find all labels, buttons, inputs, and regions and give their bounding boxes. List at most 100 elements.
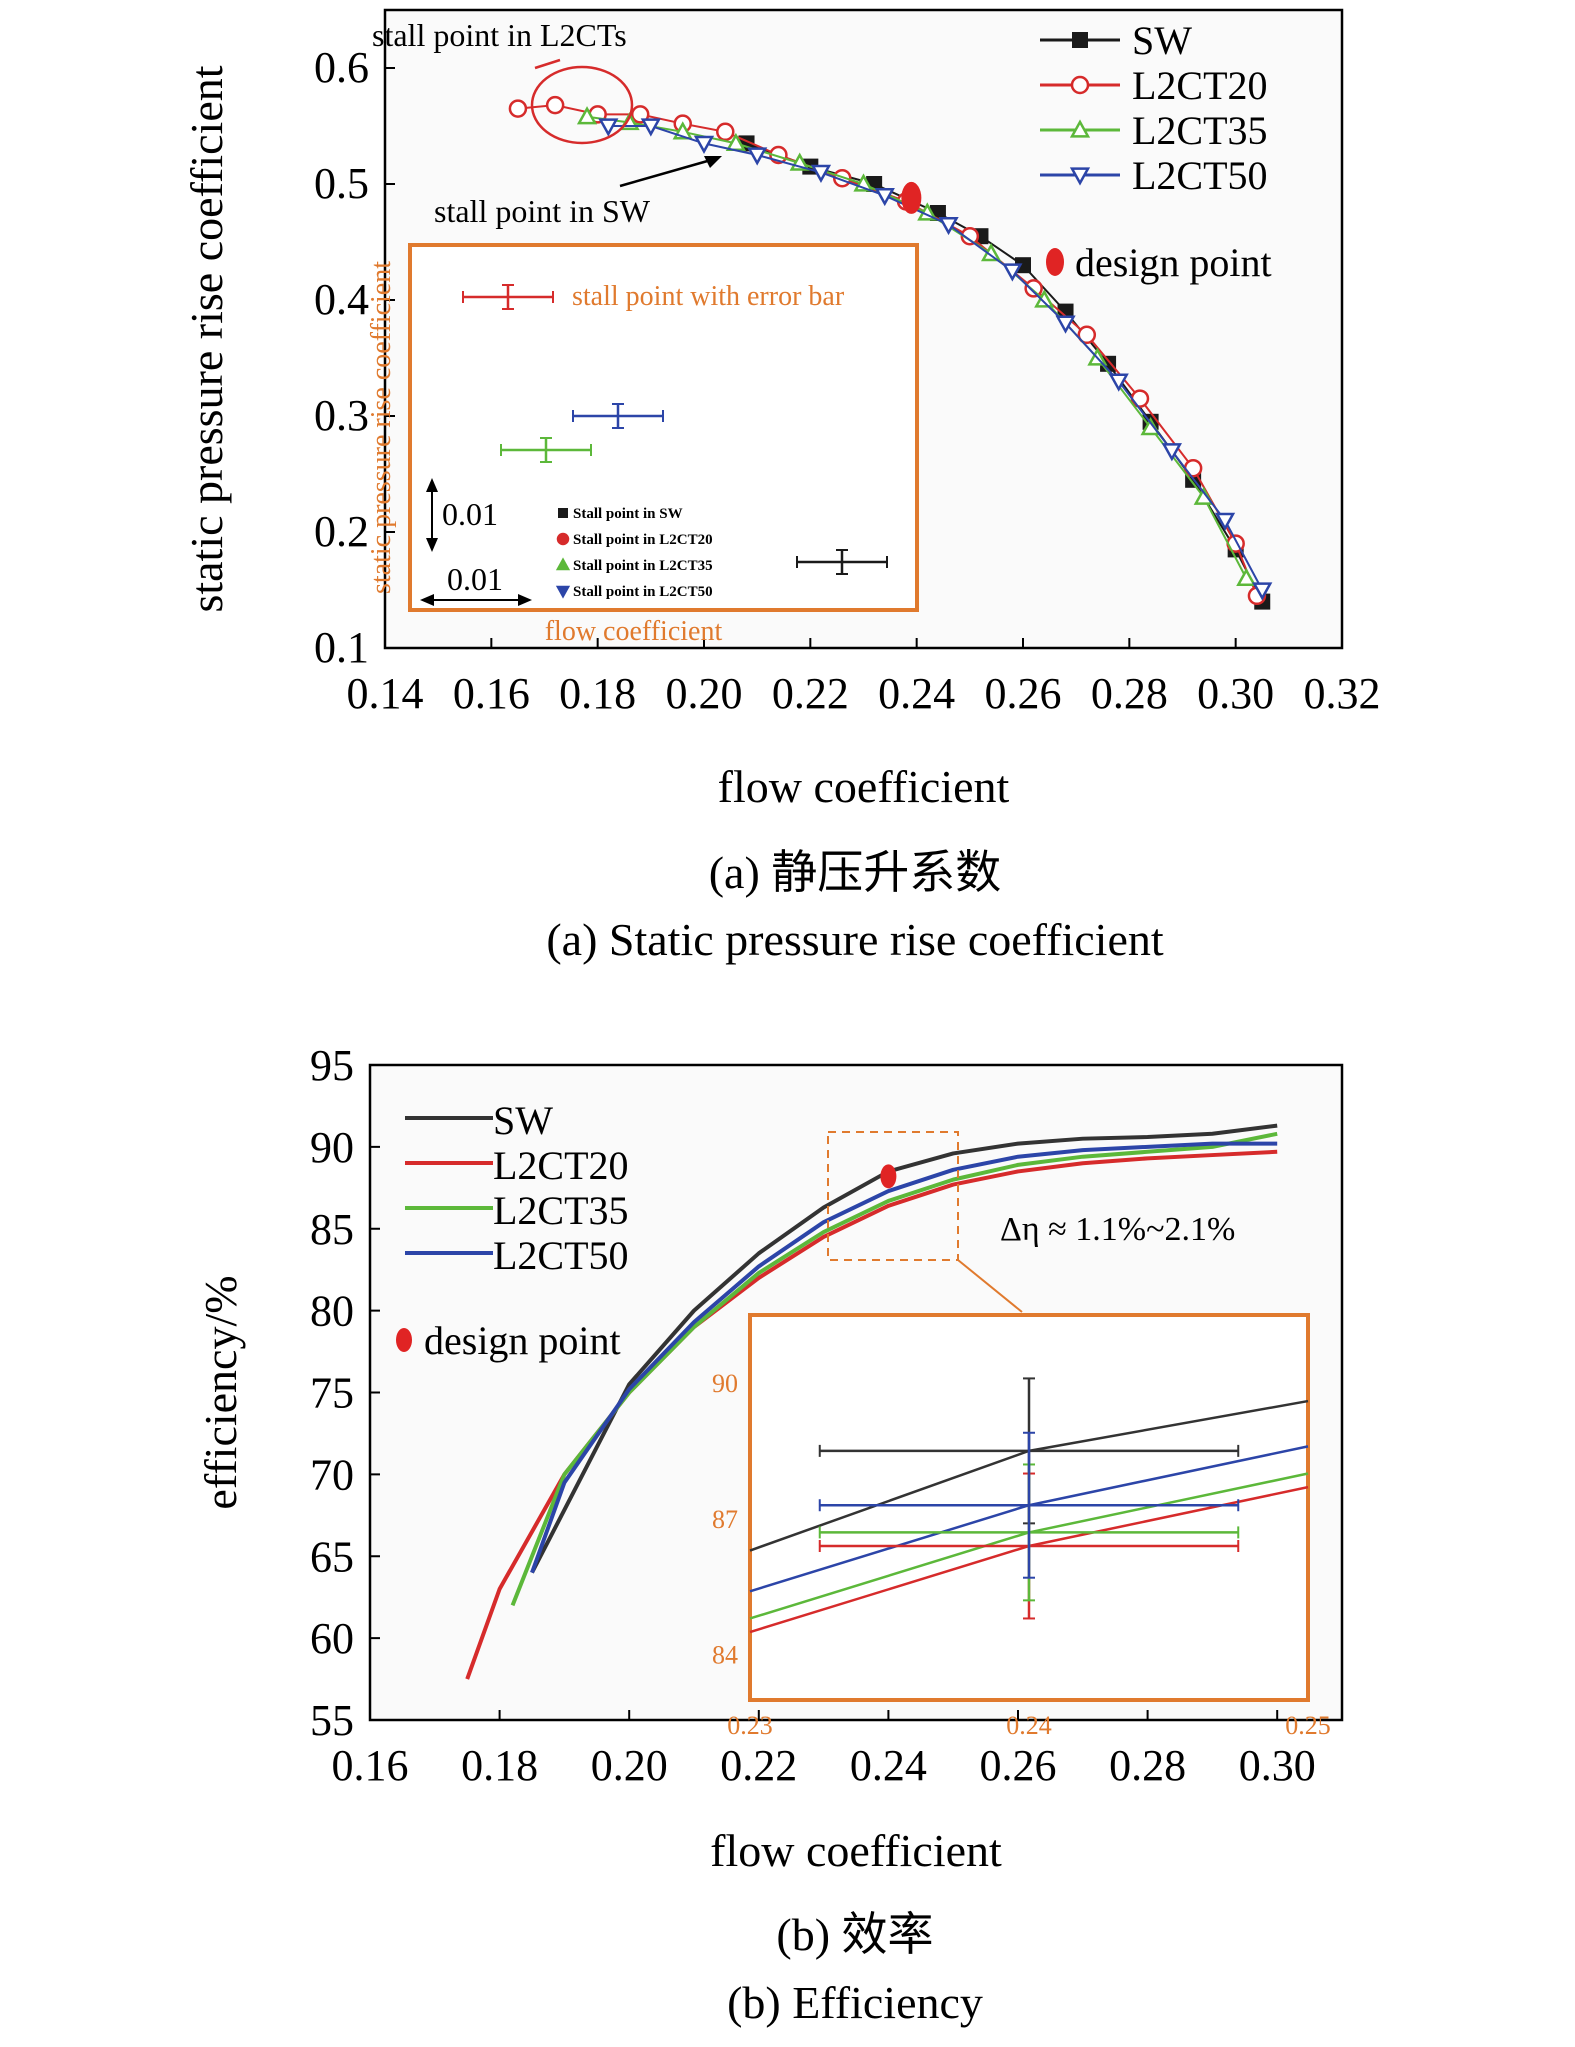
x-tick-label: 0.28 <box>1091 669 1168 718</box>
data-point <box>1161 443 1182 462</box>
legend-design-point-marker <box>1046 248 1064 276</box>
legend-label-L2CT35: L2CT35 <box>493 1188 629 1233</box>
inset-legend-label: Stall point in L2CT20 <box>573 532 713 548</box>
inset-errorbar-L2CT50 <box>818 1431 1240 1579</box>
y-tick-label: 0.2 <box>314 507 369 556</box>
stall-l2ct-label: stall point in L2CTs <box>372 17 627 53</box>
zoom-leader <box>957 1259 1023 1313</box>
y-axis-title: efficiency/% <box>195 1275 246 1509</box>
inset-x-tick-label: 0.25 <box>1285 1711 1331 1740</box>
stall-sw-arrowhead <box>704 156 722 168</box>
legend-marker-L2CT35 <box>1069 119 1091 138</box>
inset-y-tick-label: 87 <box>712 1505 738 1534</box>
inset-legend-marker <box>555 585 571 599</box>
data-point <box>545 95 565 115</box>
inset-legend-label: Stall point in L2CT50 <box>573 584 713 600</box>
inset-x-title: flow coefficient <box>545 616 723 647</box>
scale-x-label: 0.01 <box>447 561 503 597</box>
y-tick-label: 55 <box>310 1696 354 1745</box>
data-point <box>1108 373 1129 392</box>
y-tick-label: 0.3 <box>314 391 369 440</box>
data-point <box>1130 389 1150 408</box>
x-tick-label: 0.14 <box>347 669 424 718</box>
caption-en-a: (a) Static pressure rise coefficient <box>546 914 1164 965</box>
inset-legend-marker <box>558 508 568 518</box>
scale-x-arrowhead-left <box>420 594 434 606</box>
data-point <box>576 106 598 125</box>
y-tick-label: 0.1 <box>314 623 369 672</box>
inset-y-title: static pressure rise coefficient <box>366 261 397 594</box>
inset-stall-L2CT20 <box>462 284 554 310</box>
inset-stall-L2CT35 <box>500 437 592 463</box>
legend-label-L2CT20: L2CT20 <box>493 1143 629 1188</box>
chart-a: 0.14 0.16 0.18 0.20 0.22 0.24 0.26 0.28 0.30 0.32… <box>181 8 1381 965</box>
x-tick-label: 0.28 <box>1109 1741 1186 1790</box>
x-tick-label: 0.18 <box>461 1741 538 1790</box>
series-line-L2CT50 <box>530 1141 1278 1574</box>
zoom-box <box>827 1131 959 1261</box>
scale-y-arrowhead-down <box>426 538 438 552</box>
data-point <box>747 147 768 166</box>
y-tick-label: 75 <box>310 1369 354 1418</box>
x-tick-label: 0.26 <box>985 669 1062 718</box>
caption-cn-b: (b) 效率 <box>776 1909 933 1960</box>
y-tick-label: 60 <box>310 1614 354 1663</box>
data-point <box>960 226 980 246</box>
caption-cn-a: (a) 静压升系数 <box>709 847 1002 898</box>
y-tick-label: 0.4 <box>314 275 369 324</box>
data-point <box>1002 263 1023 282</box>
caption-en-b: (b) Efficiency <box>727 1977 983 2028</box>
legend-label-L2CT20: L2CT20 <box>1132 63 1268 108</box>
x-tick-label: 0.22 <box>720 1741 797 1790</box>
data-point <box>693 135 715 154</box>
data-point <box>1024 279 1043 298</box>
y-tick-label: 90 <box>310 1123 354 1172</box>
y-tick-label: 0.6 <box>314 43 369 92</box>
inset-stall-SW <box>796 549 888 575</box>
legend-marker-L2CT20 <box>1070 75 1090 95</box>
x-tick-label: 0.16 <box>332 1741 409 1790</box>
legend-label-L2CT35: L2CT35 <box>1132 108 1268 153</box>
series-line-SW <box>530 1123 1278 1574</box>
scale-y-arrowhead-up <box>426 478 438 492</box>
x-tick-label: 0.30 <box>1239 1741 1316 1790</box>
inset-title: stall point with error bar <box>572 281 845 312</box>
inset-frame-a <box>408 243 919 612</box>
data-point <box>1183 458 1203 478</box>
data-point <box>1214 512 1236 531</box>
data-point <box>1077 325 1097 345</box>
legend-label-L2CT50: L2CT50 <box>1132 153 1268 198</box>
design-point-marker <box>880 1164 897 1189</box>
data-point <box>810 164 832 183</box>
x-tick-label: 0.32 <box>1304 669 1381 718</box>
stall-l2ct-leader <box>534 58 561 70</box>
x-tick-label: 0.16 <box>453 669 530 718</box>
y-tick-label: 65 <box>310 1532 354 1581</box>
legend-design-point-label: design point <box>424 1318 621 1363</box>
y-tick-label: 70 <box>310 1450 354 1499</box>
inset-legend-label: Stall point in SW <box>573 506 683 522</box>
y-tick-label: 95 <box>310 1041 354 1090</box>
x-tick-label: 0.24 <box>878 669 955 718</box>
inset-y-tick-label: 90 <box>712 1369 738 1398</box>
x-tick-label: 0.20 <box>591 1741 668 1790</box>
data-point <box>1055 315 1076 334</box>
x-axis-title: flow coefficient <box>710 1825 1002 1876</box>
stall-sw-arrow <box>619 156 719 188</box>
series-L2CT20 <box>508 95 1267 606</box>
legend-marker-SW <box>1072 32 1088 48</box>
y-tick-label: 85 <box>310 1205 354 1254</box>
x-tick-label: 0.26 <box>980 1741 1057 1790</box>
legend-label-SW: SW <box>493 1098 553 1143</box>
inset-x-tick-label: 0.23 <box>727 1711 773 1740</box>
legend-marker-L2CT50 <box>1069 167 1091 186</box>
scale-x-arrowhead-right <box>518 594 532 606</box>
x-tick-label: 0.24 <box>850 1741 927 1790</box>
data-point <box>1236 567 1257 587</box>
inset-legend-marker <box>555 557 571 571</box>
data-point <box>598 118 619 137</box>
x-tick-label: 0.18 <box>559 669 636 718</box>
inset-y-tick-label: 84 <box>712 1641 738 1670</box>
x-tick-label: 0.22 <box>772 669 849 718</box>
